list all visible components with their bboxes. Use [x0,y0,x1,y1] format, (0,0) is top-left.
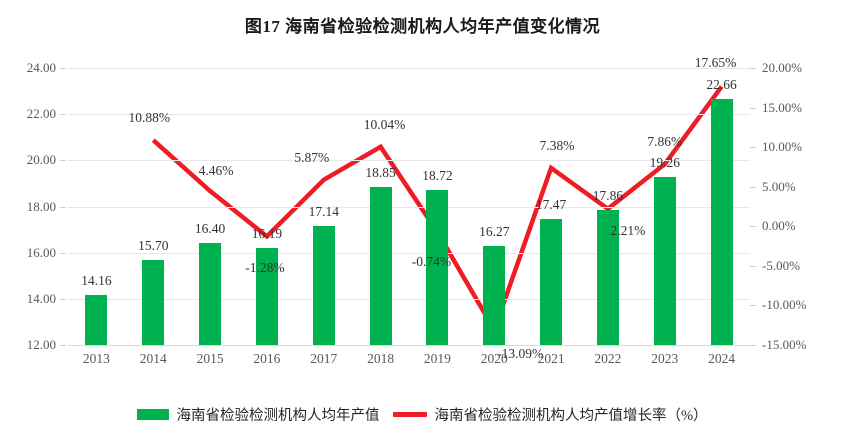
bar-value-label: 16.19 [251,226,283,242]
x-axis-label: 2020 [480,351,508,366]
bar-value-label: 14.16 [81,273,112,289]
y-axis-right-tick: 15.00% [762,99,803,115]
y-axis-left: 12.00 14.00 16.00 18.00 20.00 22.00 24.00 [4,60,66,352]
x-axis-label: 2015 [196,351,224,366]
y-axis-right-tickmark [750,226,756,228]
bar-value-label: 17.86 [592,187,624,203]
y-axis-right-tickmark [750,265,756,267]
bar[interactable] [710,98,733,345]
bar[interactable] [369,186,392,345]
gridline [68,160,750,162]
y-axis-left-tick: 20.00 [26,152,56,168]
legend-bar-swatch-icon [137,409,170,420]
bar-value-label: 15.70 [138,237,169,253]
y-axis-right: -15.00% -10.00% -5.00% 0.00% 5.00% 10.00% 15.0… [750,60,836,352]
x-axis-label: 2016 [253,351,281,366]
growth-rate-label: 7.38% [539,137,575,153]
legend-line-swatch-icon [393,412,428,417]
y-axis-left-tickmark [60,68,66,69]
x-axis-label: 2013 [82,351,110,366]
bar-value-label: 19.26 [649,155,680,171]
chart-legend: 海南省检验检测机构人均年产值 海南省检验检测机构人均产值增长率（%） [0,404,845,425]
gridline [68,68,750,69]
y-axis-left-tickmark [60,298,66,300]
y-axis-right-tickmark [750,186,756,188]
y-axis-left-tickmark [60,160,66,162]
bar-value-label: 22.66 [706,76,737,92]
legend-item-line[interactable]: 海南省检验检测机构人均产值增长率（%） [393,404,708,425]
bar[interactable] [483,246,506,345]
chart-title: 图17 海南省检验检测机构人均年产值变化情况 [244,17,601,36]
bar[interactable] [142,259,165,345]
gridline [68,114,750,116]
growth-rate-label: -1.28% [245,260,285,276]
y-axis-left-tickmark [60,114,66,116]
y-axis-left-tick: 22.00 [26,106,56,122]
bar[interactable] [426,189,449,345]
y-axis-right-tick: 10.00% [762,139,803,155]
gridline [68,298,750,300]
bar-value-label: 16.40 [194,221,226,237]
growth-rate-label: 10.88% [128,110,171,126]
y-axis-left-tick: 16.00 [26,244,56,260]
y-axis-right-tickmark [750,68,756,69]
growth-rate-label: 17.65% [694,54,737,70]
bar[interactable] [540,218,563,345]
bar-value-label: 16.27 [479,224,510,240]
y-axis-right-tickmark [750,305,756,307]
x-axis-label: 2022 [594,351,622,366]
legend-bar-label: 海南省检验检测机构人均年产值 [176,408,380,424]
y-axis-left-tickmark [60,252,66,254]
bar-value-label: 18.72 [422,167,453,183]
y-axis-right-tickmark [750,345,756,346]
legend-line-label: 海南省检验检测机构人均产值增长率（%） [434,408,708,424]
bar[interactable] [255,248,278,345]
y-axis-right-tickmark [750,147,756,149]
growth-rate-label: -13.09% [497,345,544,361]
bar-value-label: 17.14 [308,204,339,220]
y-axis-left-tick: 12.00 [26,337,56,352]
x-axis-line [68,345,750,346]
x-axis-label: 2014 [139,351,167,366]
y-axis-right-tickmark [750,107,756,109]
y-axis-left-tickmark [60,206,66,208]
y-axis-left-tick: 18.00 [26,198,56,214]
legend-item-bar[interactable]: 海南省检验检测机构人均年产值 [137,404,379,425]
bar[interactable] [312,226,335,345]
x-axis-label: 2018 [367,351,395,366]
bar[interactable] [653,177,676,345]
growth-rate-label: 5.87% [294,149,330,165]
y-axis-left-tick: 24.00 [26,60,56,75]
growth-rate-label: 4.46% [198,162,234,178]
x-axis-label: 2019 [423,351,451,366]
gridline [68,252,750,254]
bar-value-label: 17.47 [535,196,567,212]
growth-rate-label: 10.04% [363,116,406,132]
gridline [68,206,750,208]
growth-rate-label: -0.74% [411,254,452,270]
plot-area: 14.16 15.70 16.40 16.19 17.14 18.85 18.72 16.27… [68,55,750,361]
bar-value-label: 18.85 [365,164,396,180]
y-axis-right-tick: 20.00% [762,60,803,75]
y-axis-right-tick: 5.00% [762,178,796,194]
y-axis-right-tick: -10.00% [762,297,807,313]
x-axis-labels: 2013 2014 2015 2016 2017 2018 2019 2020 2021 2022… [68,349,750,373]
x-axis-label: 2023 [651,351,679,366]
x-axis-label: 2024 [708,351,736,366]
growth-rate-label: 2.21% [610,222,646,238]
y-axis-left-tickmark [60,345,66,346]
bar[interactable] [596,209,619,345]
x-axis-label: 2017 [310,351,338,366]
y-axis-right-tick: 0.00% [762,218,796,234]
y-axis-right-tick: -15.00% [762,337,807,352]
y-axis-right-tick: -5.00% [762,257,800,273]
x-axis-label: 2021 [537,351,565,366]
y-axis-left-tick: 14.00 [26,290,56,306]
growth-rate-label: 7.86% [647,134,683,150]
bar[interactable] [85,295,108,345]
bar[interactable] [199,243,222,345]
